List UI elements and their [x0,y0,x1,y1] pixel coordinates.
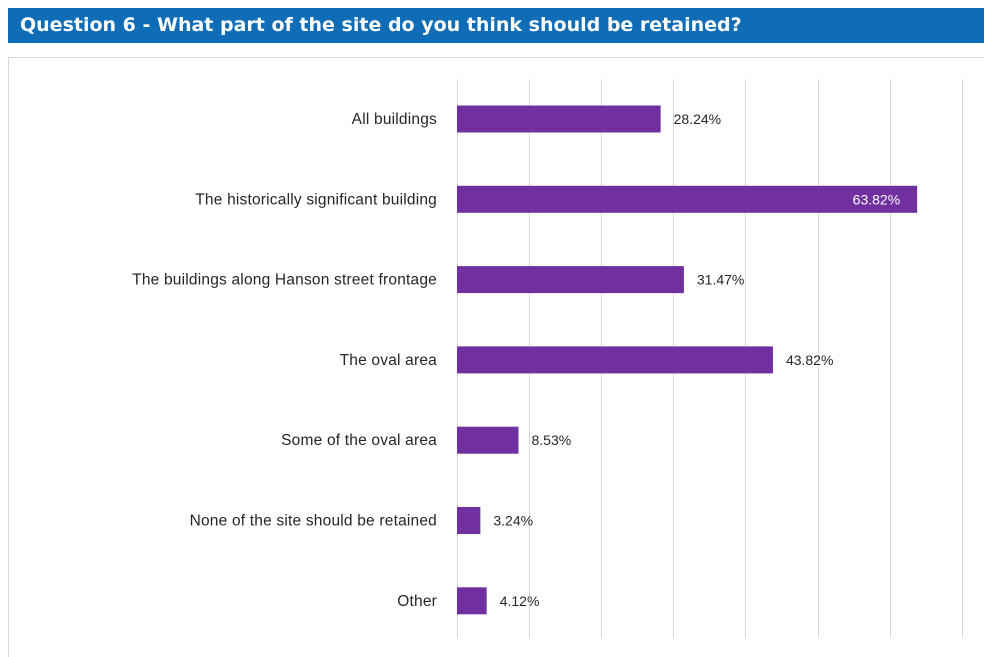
bar [457,426,519,454]
bar [457,587,487,615]
category-label: Other [397,593,437,610]
chart-frame [8,57,984,657]
category-label: The historically significant building [195,191,437,208]
data-label: 28.24% [674,111,721,127]
bar [457,105,661,133]
bar [457,507,481,534]
data-label: 8.53% [532,432,572,448]
bar [457,346,773,374]
chart-title: Question 6 - What part of the site do yo… [8,8,984,43]
category-label: The buildings along Hanson street fronta… [132,272,437,289]
data-label: 31.47% [697,272,744,288]
category-label: The oval area [340,352,438,369]
data-label: 43.82% [786,352,833,368]
bar [457,185,918,213]
category-label: All buildings [352,111,437,128]
data-label: 4.12% [500,593,540,609]
category-label: None of the site should be retained [190,513,437,530]
data-label: 63.82% [853,191,900,207]
data-label: 3.24% [493,513,533,529]
category-label: Some of the oval area [281,432,437,449]
bar [457,266,684,294]
